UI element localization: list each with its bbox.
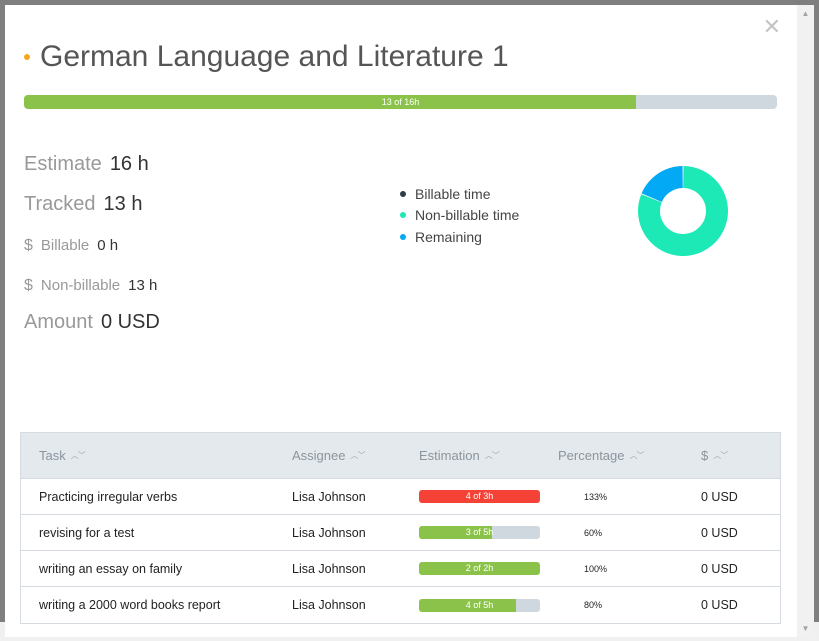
legend-dot: [400, 190, 406, 197]
column-header-label: Estimation: [419, 448, 480, 463]
dollar-icon: $: [24, 237, 33, 254]
nonbillable-stat: $ Non-billable 13 h: [24, 277, 157, 295]
amount-value: 0 USD: [100, 311, 160, 333]
project-progress-label: 13 of 16h: [381, 97, 420, 107]
sort-icon[interactable]: ︿﹀: [70, 451, 86, 460]
table-header: Task ︿﹀ Assignee ︿﹀ Estimation ︿﹀ Percentag…: [21, 433, 780, 479]
legend-dot: [400, 233, 406, 240]
task-amount: 0 USD: [701, 561, 738, 576]
task-name: writing an essay on family: [39, 561, 183, 576]
task-assignee: Lisa Johnson: [292, 525, 366, 540]
amount-stat: Amount 0 USD: [24, 311, 160, 334]
estimation-fill: [419, 598, 516, 612]
chart-legend: Billable time Non-billable time Remainin…: [400, 183, 519, 248]
estimation-label: 3 of 5h: [465, 527, 494, 537]
task-amount: 0 USD: [701, 489, 738, 504]
estimation-label: 4 of 3h: [465, 491, 494, 501]
task-amount: 0 USD: [701, 525, 738, 540]
task-percentage: 100%: [584, 563, 608, 574]
estimate-value: 16 h: [109, 153, 149, 175]
estimation-fill: [419, 490, 540, 503]
sort-icon[interactable]: ︿﹀: [350, 451, 365, 460]
sort-icon[interactable]: ︿﹀: [484, 451, 500, 460]
tracked-value: 13 h: [103, 193, 143, 215]
legend-item-non-billable: Non-billable time: [400, 205, 519, 227]
donut-segment-remaining: [641, 166, 683, 202]
column-header-label: Assignee: [292, 448, 346, 463]
task-assignee: Lisa Johnson: [292, 598, 366, 612]
project-color-dot: [24, 54, 30, 60]
nonbillable-value: 13 h: [128, 277, 158, 294]
column-header-label: $: [701, 448, 709, 463]
task-name: revising for a test: [39, 525, 135, 540]
estimation-label: 2 of 2h: [465, 563, 494, 573]
project-progress-fill: [24, 95, 636, 109]
estimation-bar: 4 of 5h: [419, 598, 540, 612]
amount-label: Amount: [24, 311, 93, 333]
task-percentage: 80%: [584, 600, 603, 610]
legend-dot: [400, 212, 406, 219]
estimation-fill: [419, 526, 492, 539]
time-donut-chart: [638, 166, 728, 256]
scroll-up-icon[interactable]: ▲: [801, 9, 810, 18]
modal-header: German Language and Literature 1: [24, 40, 509, 74]
estimation-label: 4 of 5h: [465, 599, 494, 610]
sort-icon[interactable]: ︿﹀: [713, 451, 728, 460]
task-percentage: 133%: [584, 491, 608, 502]
tasks-table: Task ︿﹀ Assignee ︿﹀ Estimation ︿﹀ Percentag…: [20, 432, 781, 624]
project-details-modal: ✕ German Language and Literature 1 13 of…: [5, 5, 797, 637]
nonbillable-label: Non-billable: [40, 277, 121, 294]
table-row[interactable]: writing an essay on family Lisa Johnson …: [21, 551, 780, 587]
table-row[interactable]: revising for a test Lisa Johnson 3 of 5h…: [21, 515, 780, 551]
task-assignee: Lisa Johnson: [292, 561, 366, 576]
legend-label: Billable time: [415, 185, 491, 202]
donut-segment-non-billable: [638, 166, 728, 256]
legend-item-remaining: Remaining: [400, 226, 519, 248]
column-header-label: Task: [39, 448, 66, 463]
column-header-percentage[interactable]: Percentage ︿﹀: [558, 448, 701, 463]
task-assignee: Lisa Johnson: [292, 489, 366, 504]
project-progress-bar: 13 of 16h: [24, 95, 777, 109]
sort-icon[interactable]: ︿﹀: [629, 451, 645, 460]
billable-value: 0 h: [97, 237, 119, 254]
estimation-bar: 3 of 5h: [419, 526, 540, 539]
column-header-usd[interactable]: $ ︿﹀: [701, 448, 761, 463]
table-row[interactable]: writing a 2000 word books report Lisa Jo…: [21, 587, 780, 623]
task-name: Practicing irregular verbs: [39, 489, 178, 504]
legend-label: Remaining: [415, 228, 482, 245]
project-title: German Language and Literature 1: [40, 40, 509, 73]
estimate-stat: Estimate 16 h: [24, 153, 149, 176]
legend-item-billable: Billable time: [400, 183, 519, 205]
column-header-label: Percentage: [558, 448, 625, 463]
estimation-bar: 2 of 2h: [419, 562, 540, 575]
scroll-down-icon[interactable]: ▼: [801, 624, 810, 633]
estimation-fill: [419, 562, 540, 575]
tracked-stat: Tracked 13 h: [24, 193, 142, 216]
billable-label: Billable: [40, 237, 90, 254]
tracked-label: Tracked: [24, 193, 96, 215]
task-amount: 0 USD: [701, 598, 738, 612]
billable-stat: $ Billable 0 h: [24, 237, 118, 255]
column-header-assignee[interactable]: Assignee ︿﹀: [292, 448, 419, 463]
task-percentage: 60%: [584, 527, 603, 538]
modal-scrollbar[interactable]: ▲ ▼: [797, 5, 814, 637]
task-name: writing a 2000 word books report: [39, 598, 221, 612]
column-header-task[interactable]: Task ︿﹀: [21, 448, 292, 463]
close-icon[interactable]: ✕: [762, 14, 781, 39]
dollar-icon: $: [24, 277, 33, 294]
table-row[interactable]: Practicing irregular verbs Lisa Johnson …: [21, 479, 780, 515]
estimate-label: Estimate: [24, 153, 102, 175]
estimation-bar: 4 of 3h: [419, 490, 540, 503]
column-header-estimation[interactable]: Estimation ︿﹀: [419, 448, 558, 463]
legend-label: Non-billable time: [415, 207, 520, 224]
